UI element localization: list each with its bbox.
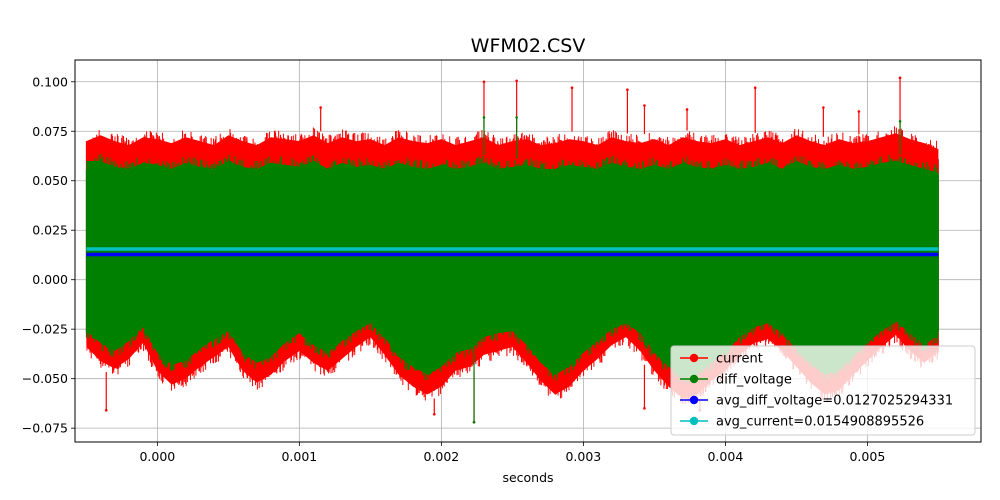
y-tick-label: −0.075 <box>22 421 68 436</box>
legend: current diff_voltage avg_diff_voltage=0.01… <box>670 345 976 436</box>
y-tick-label: −0.025 <box>22 322 68 337</box>
current-spike-marker <box>515 79 518 83</box>
current-spike-marker <box>104 409 108 412</box>
legend-marker <box>689 353 699 363</box>
legend-marker <box>689 374 699 384</box>
diff-voltage-spike-marker <box>482 116 486 119</box>
x-tick-label: 0.004 <box>707 449 743 464</box>
x-axis-label: seconds <box>502 470 553 485</box>
diff-voltage-spike-marker <box>472 420 476 424</box>
y-tick-label: 0.050 <box>32 173 68 188</box>
x-tick-label: 0.001 <box>281 449 317 464</box>
current-spike-marker <box>319 106 322 109</box>
current-spike-marker <box>857 110 861 113</box>
y-tick-label: 0.025 <box>32 223 68 238</box>
legend-marker <box>689 395 699 405</box>
data-layer <box>85 76 939 424</box>
y-tick-label: 0.075 <box>32 124 68 139</box>
legend-label: avg_diff_voltage=0.0127025294331 <box>716 394 953 409</box>
y-tick-label: 0.100 <box>32 74 68 89</box>
diff-voltage-spike-marker <box>515 116 518 119</box>
legend-label: diff_voltage <box>716 373 792 388</box>
diff-voltage-spike-marker <box>898 120 902 123</box>
legend-marker <box>689 416 699 426</box>
current-spike-marker <box>898 76 902 80</box>
legend-item: avg_current=0.0154908895526 <box>680 415 924 430</box>
legend-box <box>670 345 976 436</box>
current-spike-marker <box>570 86 574 90</box>
x-tick-label: 0.005 <box>849 449 885 464</box>
legend-label: current <box>716 352 763 367</box>
legend-item: current <box>680 352 763 367</box>
tick-layer: 0.000 0.001 0.002 0.003 0.004 0.005 −0.075 −0.0… <box>22 74 886 464</box>
current-spike-marker <box>626 88 629 91</box>
legend-item: diff_voltage <box>680 373 792 388</box>
legend-item: avg_diff_voltage=0.0127025294331 <box>680 394 953 409</box>
x-tick-label: 0.002 <box>423 449 459 464</box>
legend-label: avg_current=0.0154908895526 <box>716 415 924 430</box>
current-spike-marker <box>753 86 757 90</box>
current-spike-marker <box>432 412 436 416</box>
diff-voltage-fill <box>86 160 939 379</box>
current-spike-marker <box>643 104 646 107</box>
y-tick-label: −0.050 <box>22 371 68 386</box>
plot-frame <box>74 59 982 443</box>
series-diff-voltage <box>85 116 939 424</box>
current-spike-marker <box>482 80 486 84</box>
x-tick-label: 0.003 <box>565 449 601 464</box>
chart-title: WFM02.CSV <box>471 35 586 57</box>
x-tick-label: 0.000 <box>139 449 175 464</box>
current-spike-marker <box>822 106 825 109</box>
current-spike-marker <box>685 108 689 111</box>
current-spike-marker <box>643 407 646 410</box>
y-tick-label: 0.000 <box>32 272 68 287</box>
